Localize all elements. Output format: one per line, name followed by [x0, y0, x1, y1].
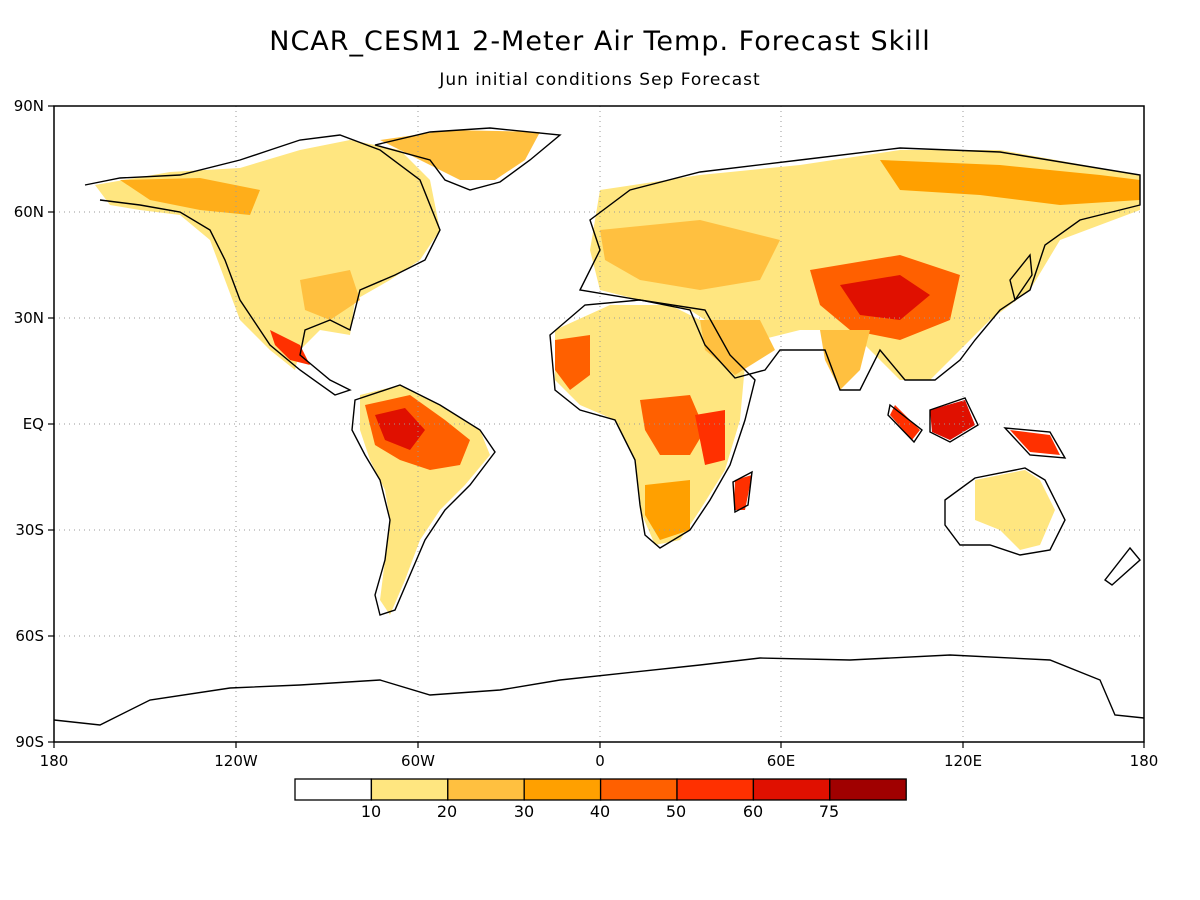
colorbar-label-60: 60: [742, 802, 764, 821]
colorbar-box: [523, 778, 602, 801]
colorbar-box: [829, 778, 907, 801]
coast-africa: [549, 299, 756, 549]
shading-borneo: [930, 400, 975, 440]
coastlines: [54, 127, 1144, 726]
shading-europe: [600, 220, 780, 290]
axis-ticks: [48, 105, 1145, 748]
coast-borneo: [929, 397, 979, 443]
coast-sumatra: [887, 403, 923, 444]
coast-greenland: [374, 127, 562, 191]
shading-australia: [975, 470, 1055, 550]
shading-siberia: [880, 160, 1140, 205]
lon-label-180e: 180: [1129, 752, 1159, 770]
coast-new-zealand: [1103, 546, 1141, 586]
lon-label-60e: 60E: [766, 752, 796, 770]
coast-eurasia: [578, 147, 1141, 391]
shading-congo: [640, 395, 705, 455]
lat-label-90s: 90S: [15, 733, 44, 751]
shading-us-east: [300, 270, 360, 320]
colorbar-box: [370, 778, 449, 801]
colorbar: [294, 778, 907, 801]
colorbar-label-75: 75: [818, 802, 840, 821]
lat-label-60n: 60N: [13, 203, 44, 221]
lon-label-120e: 120E: [943, 752, 983, 770]
colorbar-box: [599, 778, 678, 801]
skill-field: [95, 130, 1140, 615]
shading-mexico: [270, 330, 310, 365]
coast-new-guinea: [1003, 427, 1067, 459]
shading-tibet: [840, 275, 930, 320]
colorbar-box: [294, 778, 373, 801]
lon-label-60w: 60W: [401, 752, 435, 770]
shading-sahel: [555, 335, 590, 390]
colorbar-label-20: 20: [436, 802, 458, 821]
shading-south-africa: [645, 480, 690, 540]
shading-sumatra: [890, 405, 920, 440]
shading-madagascar: [734, 475, 752, 510]
coast-antarctica: [54, 654, 1144, 726]
lat-label-60s: 60S: [15, 627, 44, 645]
colorbar-box: [676, 778, 755, 801]
coast-japan: [1009, 253, 1033, 302]
coast-australia: [944, 467, 1066, 556]
chart-title: NCAR_CESM1 2-Meter Air Temp. Forecast Sk…: [269, 26, 931, 57]
shading-india: [820, 330, 870, 390]
shading-east-africa: [695, 410, 725, 465]
coast-north-america: [84, 134, 441, 396]
colorbar-label-30: 30: [513, 802, 535, 821]
shading-amazon-core: [375, 408, 425, 450]
chart-subtitle: Jun initial conditions Sep Forecast: [439, 70, 761, 90]
lat-label-eq: EQ: [22, 415, 44, 433]
shading-north-america: [95, 140, 440, 370]
lon-label-180w: 180: [39, 752, 69, 770]
lat-label-90n: 90N: [13, 97, 44, 115]
grid-lines: [54, 106, 1144, 742]
colorbar-label-50: 50: [665, 802, 687, 821]
shading-new-guinea: [1010, 430, 1060, 455]
colorbar-box: [752, 778, 831, 801]
coast-south-america: [351, 384, 496, 616]
lat-label-30s: 30S: [15, 521, 44, 539]
lon-label-120w: 120W: [214, 752, 258, 770]
coast-madagascar: [732, 470, 753, 514]
lat-label-30n: 30N: [13, 309, 44, 327]
colorbar-label-40: 40: [589, 802, 611, 821]
shading-greenland: [380, 130, 540, 180]
shading-north-america-2: [120, 178, 260, 215]
colorbar-label-10: 10: [360, 802, 382, 821]
colorbar-box: [447, 778, 525, 801]
lon-label-0: 0: [595, 752, 605, 770]
